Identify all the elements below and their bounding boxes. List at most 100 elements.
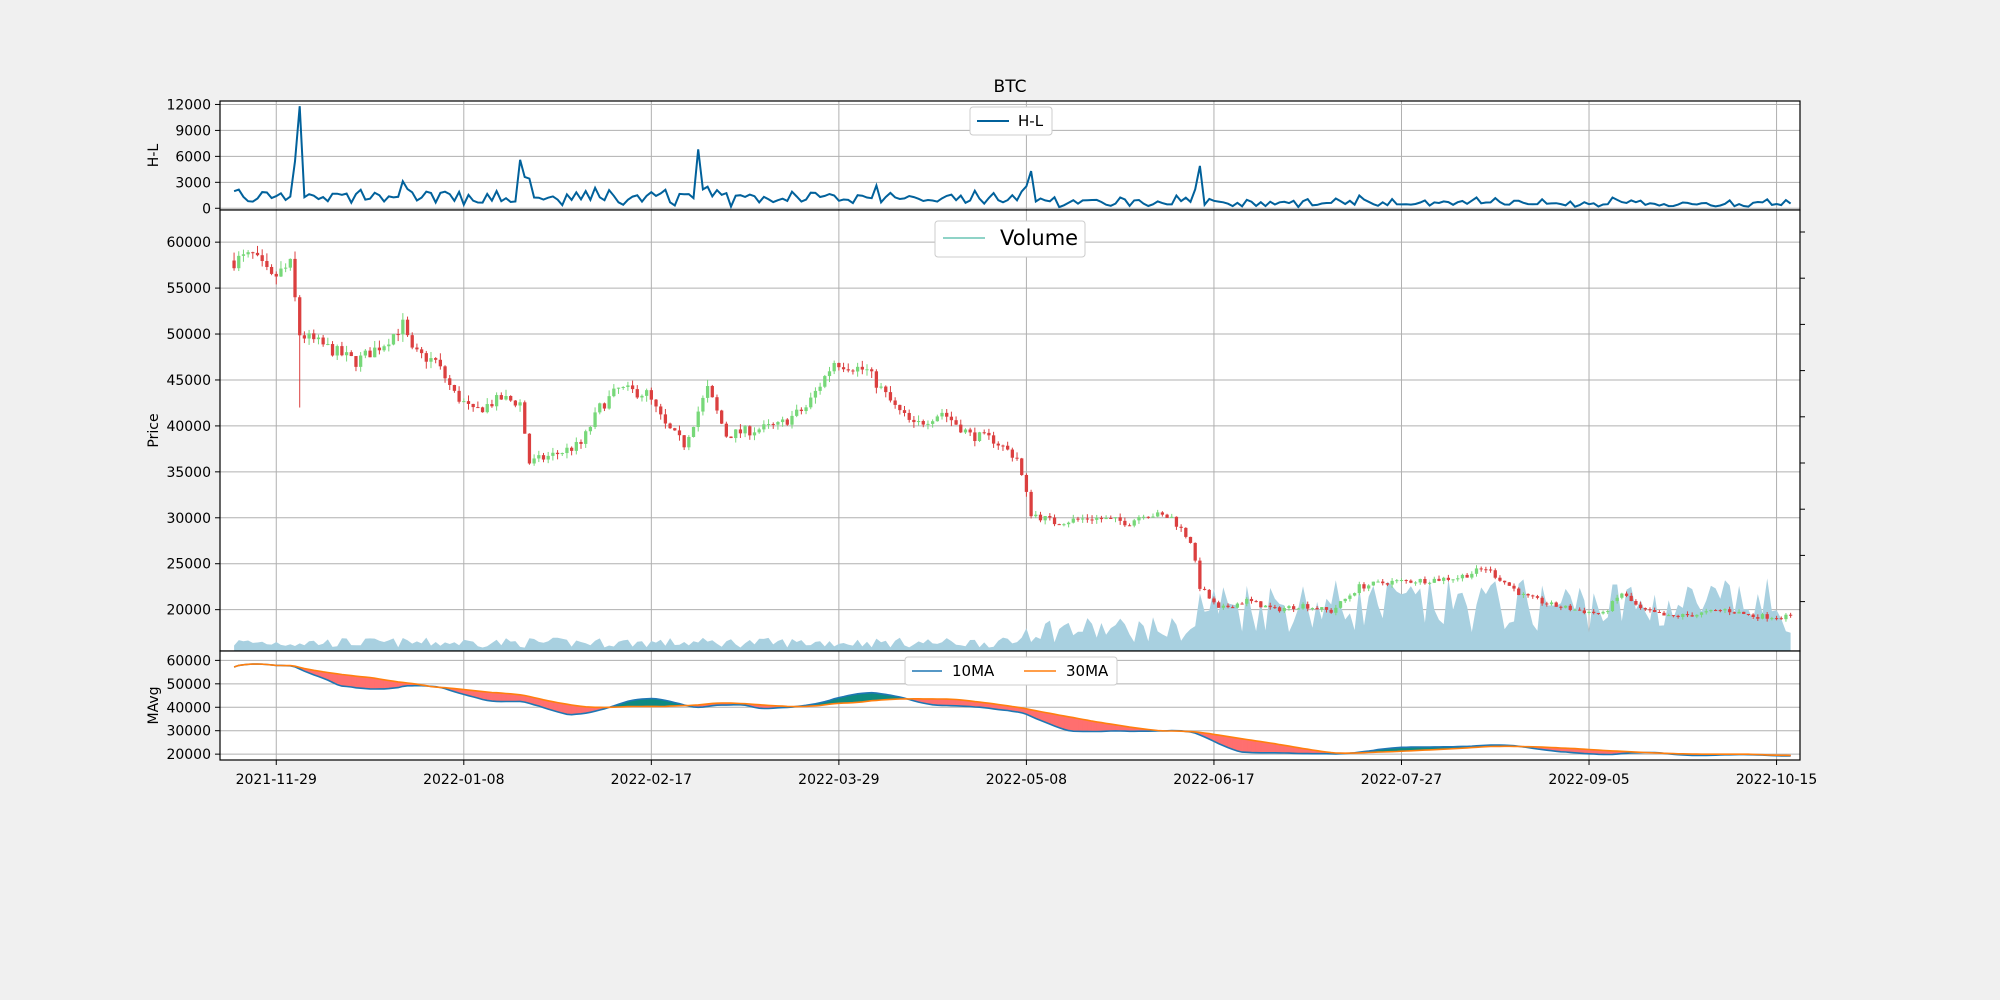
candle	[1254, 599, 1258, 603]
candle-body	[1634, 601, 1638, 605]
candle	[321, 334, 325, 347]
candle	[1202, 586, 1207, 591]
ma-ytick-label: 20000	[166, 747, 211, 763]
candle-body	[1685, 614, 1690, 616]
candle	[1240, 601, 1244, 605]
candle	[452, 384, 457, 393]
candle	[874, 369, 879, 394]
candle-body	[335, 346, 339, 356]
candle-body	[1526, 593, 1530, 596]
candle	[560, 452, 564, 456]
candle-body	[752, 432, 757, 436]
candle	[340, 341, 344, 357]
candle	[1737, 609, 1741, 614]
candle-body	[574, 441, 578, 451]
ma-fill	[369, 677, 376, 690]
candle-body	[255, 252, 260, 256]
candle	[1474, 565, 1479, 577]
candle-body	[1488, 569, 1493, 571]
candle-body	[1620, 593, 1624, 598]
candle-body	[916, 421, 921, 423]
x-tick-label: 2022-01-08	[423, 772, 504, 788]
candle-body	[1413, 582, 1418, 584]
candle	[1127, 523, 1132, 527]
candle-body	[1254, 601, 1258, 603]
candle	[705, 379, 710, 403]
candle	[588, 425, 593, 435]
candle	[621, 386, 625, 390]
candle-body	[312, 333, 316, 340]
candle-body	[1704, 611, 1708, 613]
candle	[1296, 607, 1300, 610]
candle	[232, 252, 236, 271]
hl-ylabel: H-L	[146, 144, 162, 168]
candle-body	[837, 362, 841, 368]
candle-body	[415, 347, 419, 350]
price-ytick-label: 60000	[166, 235, 211, 251]
candle-body	[640, 395, 644, 398]
x-tick-label: 2022-09-05	[1548, 772, 1629, 788]
candle	[527, 433, 532, 465]
candle-body	[1399, 580, 1404, 582]
candle-body	[1334, 607, 1338, 613]
candle	[584, 429, 588, 448]
price-ytick-label: 20000	[166, 603, 211, 619]
candle	[804, 404, 808, 415]
candle	[1113, 517, 1118, 523]
candle-body	[1118, 517, 1122, 521]
candle	[902, 405, 907, 417]
candle	[1751, 613, 1755, 620]
ma30-legend-label: 30MA	[1066, 662, 1109, 680]
candle-body	[954, 420, 958, 425]
candle	[1062, 523, 1066, 527]
candle	[537, 450, 541, 463]
ma-ylabel: MAvg	[146, 686, 162, 724]
candle	[241, 249, 246, 262]
candle-body	[884, 386, 888, 393]
candle	[1399, 578, 1404, 583]
candle	[1437, 575, 1441, 582]
x-tick-label: 2022-03-29	[798, 772, 879, 788]
ma-fill	[374, 677, 380, 690]
candle	[1756, 614, 1760, 622]
candle	[532, 454, 536, 466]
candle	[1338, 601, 1343, 609]
candle-body	[265, 261, 269, 267]
candle	[1432, 576, 1436, 583]
candle	[485, 398, 489, 414]
candle-body	[349, 352, 353, 357]
candle	[1404, 579, 1408, 584]
candle-body	[1624, 593, 1629, 596]
candle	[1643, 607, 1647, 612]
candle	[1615, 594, 1619, 604]
candle	[494, 392, 499, 411]
candle-body	[602, 403, 607, 409]
candle-body	[898, 404, 902, 411]
candle-body	[1235, 603, 1240, 608]
candle-body	[1779, 618, 1783, 620]
candle	[1174, 516, 1179, 530]
candle	[1231, 605, 1235, 609]
candle	[1592, 609, 1596, 615]
candle	[518, 399, 522, 412]
candle	[349, 350, 353, 357]
candle-body	[462, 401, 466, 403]
candle	[1179, 524, 1183, 532]
candle	[312, 329, 316, 343]
candle	[555, 450, 560, 460]
ma-fill	[491, 692, 497, 702]
candle	[574, 437, 578, 455]
candle-body	[963, 429, 968, 433]
candle	[1287, 605, 1291, 611]
candle-body	[1362, 584, 1366, 589]
candle-body	[1671, 615, 1676, 617]
candle-body	[1301, 604, 1305, 609]
candle-body	[316, 337, 321, 340]
candle	[448, 374, 452, 390]
candle	[1728, 606, 1732, 616]
candle-body	[1404, 580, 1408, 582]
candle	[1502, 580, 1507, 585]
ma-fill	[1246, 739, 1252, 753]
candle-body	[1746, 613, 1751, 615]
candle	[1465, 573, 1469, 578]
